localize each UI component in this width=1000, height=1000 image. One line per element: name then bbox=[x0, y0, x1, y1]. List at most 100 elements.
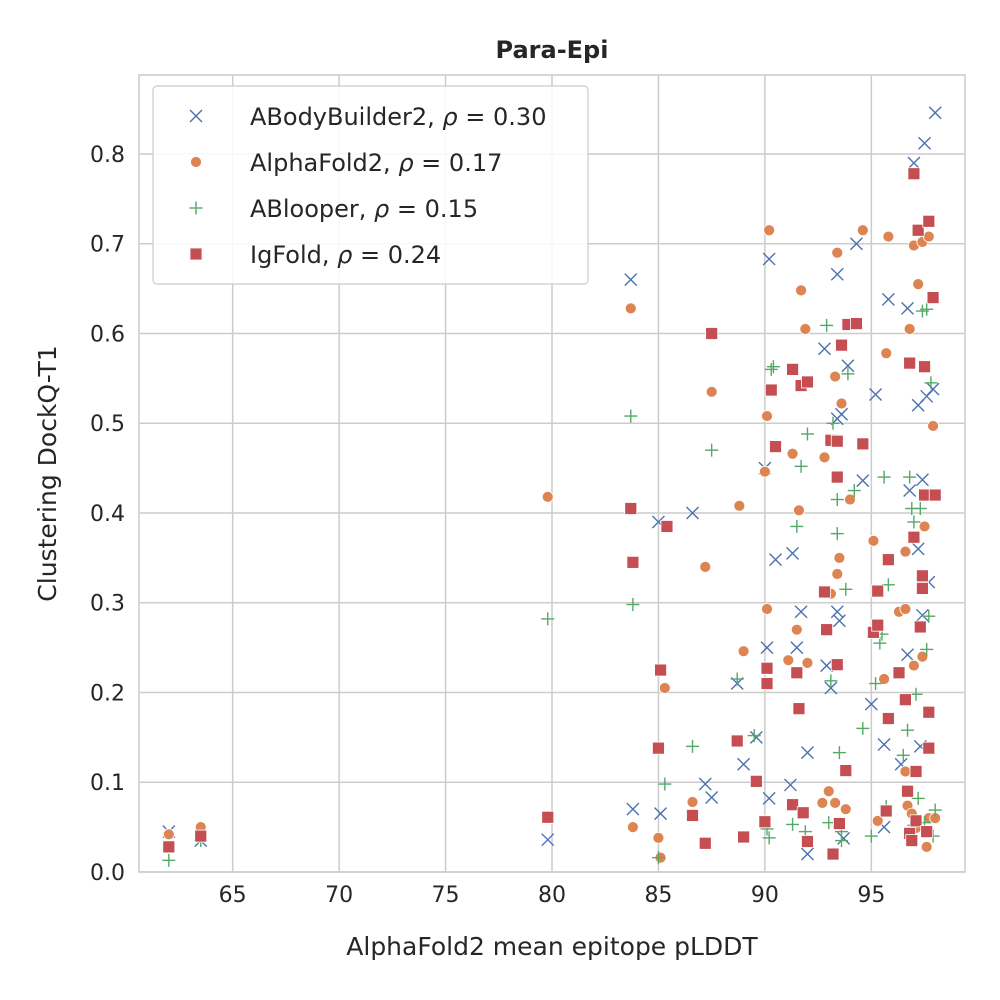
data-point bbox=[920, 642, 934, 656]
data-point bbox=[624, 273, 638, 287]
data-point bbox=[801, 375, 814, 389]
data-point bbox=[790, 519, 804, 533]
data-point bbox=[737, 757, 751, 771]
x-tick-label: 95 bbox=[857, 883, 885, 908]
data-point bbox=[760, 661, 774, 675]
data-point bbox=[920, 840, 933, 853]
data-point bbox=[541, 490, 554, 503]
data-point bbox=[856, 437, 870, 451]
data-point bbox=[839, 803, 852, 816]
data-point bbox=[194, 829, 208, 843]
legend-marker bbox=[189, 109, 203, 123]
data-point bbox=[699, 560, 712, 573]
data-point bbox=[847, 484, 861, 498]
legend-label: ABlooper, ρ = 0.15 bbox=[250, 195, 478, 223]
data-point bbox=[820, 623, 834, 637]
data-point bbox=[926, 291, 940, 304]
data-point bbox=[841, 367, 855, 381]
data-point bbox=[758, 465, 771, 478]
data-point bbox=[901, 784, 914, 798]
data-point bbox=[907, 530, 921, 544]
data-point bbox=[541, 833, 555, 847]
data-point bbox=[800, 746, 814, 760]
data-point bbox=[901, 301, 915, 315]
legend-marker bbox=[189, 201, 203, 215]
data-points bbox=[162, 106, 942, 867]
data-point bbox=[867, 534, 880, 547]
data-point bbox=[800, 427, 814, 441]
data-point bbox=[654, 807, 668, 821]
data-point bbox=[654, 663, 667, 677]
data-point bbox=[626, 598, 640, 612]
data-point bbox=[794, 605, 808, 619]
data-point bbox=[864, 697, 878, 711]
legend-equals: = bbox=[389, 195, 424, 223]
data-point bbox=[881, 553, 895, 567]
data-point bbox=[660, 520, 674, 533]
data-point bbox=[824, 681, 838, 695]
legend-rho-value: 0.30 bbox=[493, 103, 546, 131]
data-point bbox=[873, 636, 887, 650]
data-point bbox=[916, 569, 929, 583]
legend-series-name: AlphaFold2, bbox=[250, 149, 398, 177]
legend-rho-symbol: ρ bbox=[374, 195, 389, 223]
legend-rho-value: 0.24 bbox=[388, 241, 441, 269]
data-point bbox=[833, 551, 846, 564]
legend-marker bbox=[190, 156, 202, 168]
data-point bbox=[915, 473, 929, 487]
data-point bbox=[908, 659, 920, 672]
data-point bbox=[762, 791, 776, 805]
data-point bbox=[907, 167, 921, 181]
data-point bbox=[686, 796, 699, 808]
data-point bbox=[918, 520, 931, 533]
data-point bbox=[730, 734, 744, 748]
data-point bbox=[760, 641, 774, 655]
data-point bbox=[882, 230, 895, 243]
data-point bbox=[626, 802, 640, 816]
data-point bbox=[907, 156, 921, 170]
data-point bbox=[826, 847, 840, 861]
data-point bbox=[927, 420, 939, 432]
data-point bbox=[790, 623, 803, 636]
data-point bbox=[911, 791, 925, 805]
legend-label: ABodyBuilder2, ρ = 0.30 bbox=[250, 103, 546, 131]
data-point bbox=[907, 515, 921, 529]
y-tick-label: 0.1 bbox=[90, 771, 125, 796]
legend-rho-symbol: ρ bbox=[442, 103, 457, 131]
data-point bbox=[832, 817, 846, 830]
data-point bbox=[820, 659, 834, 673]
data-point bbox=[830, 527, 844, 541]
data-point bbox=[869, 677, 883, 691]
data-point bbox=[911, 542, 925, 556]
data-point bbox=[792, 702, 806, 716]
data-point bbox=[698, 836, 712, 850]
data-point bbox=[761, 603, 773, 615]
data-point bbox=[913, 620, 927, 634]
data-point bbox=[916, 650, 929, 663]
data-point bbox=[837, 831, 851, 845]
data-point bbox=[790, 641, 804, 655]
data-point bbox=[892, 666, 906, 680]
data-point bbox=[762, 831, 776, 845]
x-axis-ticks: 65 70 75 80 85 90 95 bbox=[219, 883, 886, 908]
data-point bbox=[835, 397, 848, 410]
data-point bbox=[820, 318, 834, 332]
data-point bbox=[898, 693, 912, 707]
data-point bbox=[793, 504, 805, 517]
y-tick-label: 0.8 bbox=[90, 143, 125, 168]
x-tick-label: 65 bbox=[219, 883, 247, 908]
x-axis-label: AlphaFold2 mean epitope pLDDT bbox=[346, 932, 758, 961]
data-point bbox=[162, 828, 175, 841]
data-point bbox=[839, 764, 853, 777]
legend-rho-symbol: ρ bbox=[398, 149, 413, 177]
data-point bbox=[801, 656, 814, 669]
data-point bbox=[705, 791, 719, 805]
data-point bbox=[801, 835, 814, 848]
data-point bbox=[162, 853, 176, 867]
data-point bbox=[918, 488, 931, 502]
data-point bbox=[686, 809, 699, 822]
data-point bbox=[786, 817, 800, 831]
data-point bbox=[652, 741, 665, 755]
data-point bbox=[783, 778, 797, 792]
